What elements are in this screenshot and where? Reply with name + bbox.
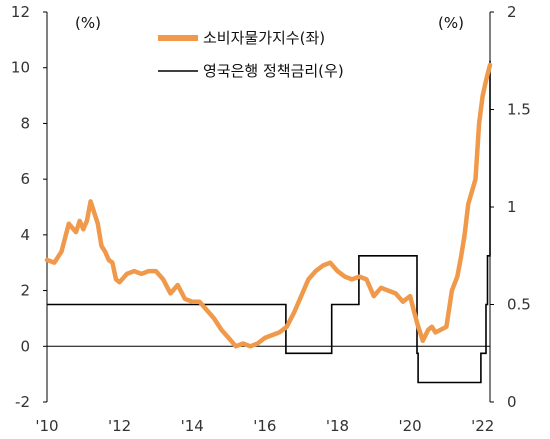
left-axis: -2 0 2 4 6 8 10 12 — [11, 3, 47, 411]
series-line-policy-rate — [47, 60, 491, 384]
legend-label-cpi: 소비자물가지수(좌) — [203, 29, 325, 47]
right-tick-label: 0 — [507, 393, 517, 411]
x-tick-label: '14 — [181, 417, 204, 435]
right-unit-label: (%) — [438, 14, 464, 32]
right-tick-label: 1.5 — [507, 101, 531, 119]
left-tick-label: 10 — [11, 59, 30, 77]
x-tick-label: '12 — [108, 417, 131, 435]
x-tick-label: '18 — [326, 417, 349, 435]
legend: 소비자물가지수(좌) 영국은행 정책금리(우) — [158, 29, 344, 80]
left-tick-label: -2 — [15, 393, 30, 411]
x-axis: '10 '12 '14 '16 '18 '20 '22 — [35, 417, 494, 435]
x-tick-label: '20 — [399, 417, 422, 435]
x-tick-label: '22 — [471, 417, 494, 435]
left-tick-label: 0 — [20, 337, 30, 355]
left-tick-label: 4 — [20, 226, 30, 244]
right-axis: 0 0.5 1 1.5 2 — [490, 3, 531, 411]
series-line-cpi — [44, 62, 493, 349]
right-tick-label: 1 — [507, 198, 517, 216]
left-tick-label: 2 — [20, 282, 30, 300]
x-tick-label: '10 — [35, 417, 58, 435]
left-tick-label: 12 — [11, 3, 30, 21]
x-tick-label: '16 — [253, 417, 276, 435]
left-tick-label: 6 — [20, 170, 30, 188]
right-tick-label: 0.5 — [507, 296, 531, 314]
left-tick-label: 8 — [20, 114, 30, 132]
right-tick-label: 2 — [507, 3, 517, 21]
left-unit-label: (%) — [75, 14, 101, 32]
legend-label-rate: 영국은행 정책금리(우) — [203, 62, 344, 80]
